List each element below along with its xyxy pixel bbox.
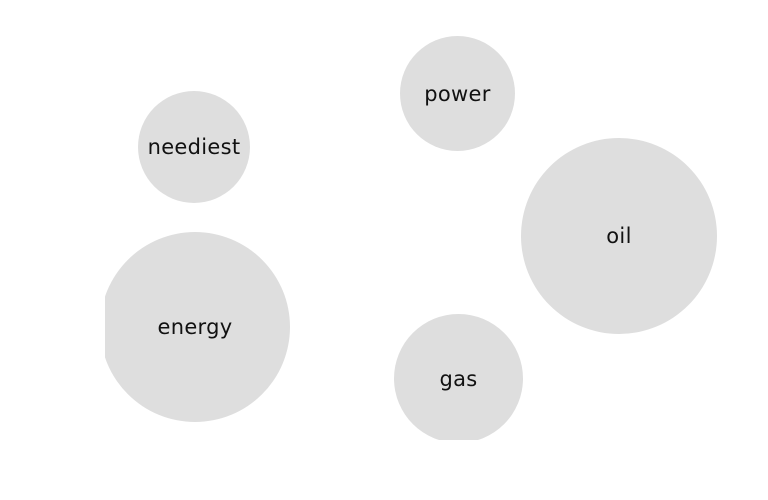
bubble-label-energy: energy	[157, 315, 233, 339]
bubble-label-power: power	[424, 81, 491, 106]
bubble-energy: energy	[105, 232, 290, 422]
bubble-label-oil: oil	[606, 224, 632, 248]
bubble-power: power	[400, 36, 515, 151]
bubble-label-neediest: neediest	[147, 135, 241, 159]
bubble-area: neediest energy power oil gas	[105, 36, 768, 440]
bubble-neediest: neediest	[138, 91, 250, 203]
bubble-label-gas: gas	[439, 366, 478, 391]
bubble-oil: oil	[521, 138, 717, 334]
bubble-gas: gas	[394, 314, 523, 440]
